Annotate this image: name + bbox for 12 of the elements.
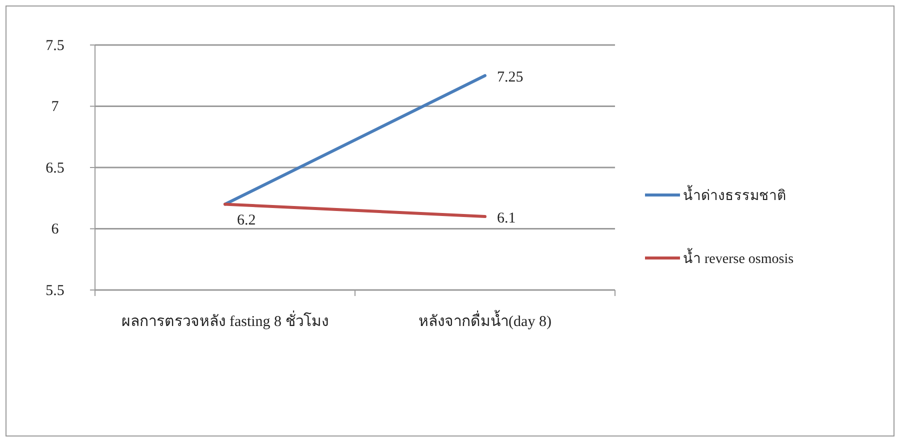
x-tick-label: ผลการตรวจหลัง fasting 8 ชั่วโมง xyxy=(122,310,328,330)
y-tick-label: 6.5 xyxy=(46,160,64,176)
x-tick-label: หลังจากดื่มน้ำ(day 8) xyxy=(418,310,552,330)
y-tick-label: 7.5 xyxy=(46,38,64,54)
y-tick-label: 5.5 xyxy=(46,282,64,299)
legend-label: น้ำด่างธรรมชาติ xyxy=(683,185,786,204)
y-tick-label: 7 xyxy=(51,99,60,116)
data-label: 6.2 xyxy=(237,212,256,228)
data-label: 7.25 xyxy=(497,70,524,86)
y-tick-label: 6 xyxy=(51,222,60,238)
legend-label: น้ำ reverse osmosis xyxy=(683,248,794,267)
data-label: 6.1 xyxy=(497,210,516,226)
